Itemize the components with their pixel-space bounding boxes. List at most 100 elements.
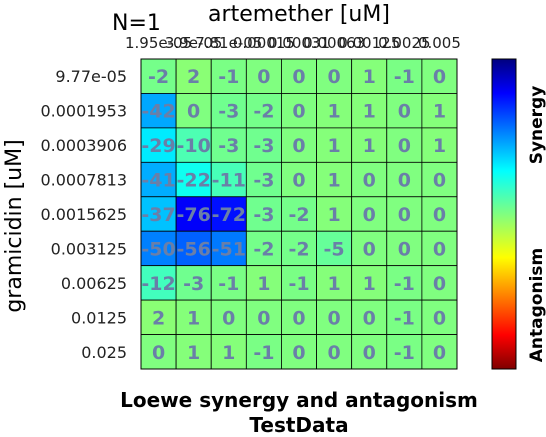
cell-value-label: -1 xyxy=(394,307,415,329)
corner-label: N=1 xyxy=(112,11,161,36)
cell-value-label: 0 xyxy=(363,238,376,260)
cell-value-label: 0 xyxy=(327,342,340,364)
y-tick-label: 0.0015625 xyxy=(40,205,127,224)
heatmap-cell xyxy=(421,127,458,163)
heatmap-cell xyxy=(140,196,177,232)
x-tick-label: 0.00125 xyxy=(338,34,400,52)
cell-value-label: 1 xyxy=(363,101,376,123)
cell-value-label: -76 xyxy=(177,204,211,226)
heatmap-cell xyxy=(316,196,353,232)
plot-frame xyxy=(140,58,458,370)
heatmap-cell xyxy=(386,230,423,267)
heatmap-cell xyxy=(245,161,282,198)
heatmap-cell xyxy=(210,196,247,232)
cell-value-label: -2 xyxy=(253,238,274,260)
heatmap-cell xyxy=(175,58,212,94)
cell-value-label: -1 xyxy=(394,342,415,364)
cell-value-label: 0 xyxy=(398,135,411,157)
cell-value-label: 1 xyxy=(433,135,446,157)
x-tick-label: 3.9e-05 xyxy=(165,34,223,52)
cell-value-label: -2 xyxy=(288,204,309,226)
cell-value-label: 0 xyxy=(433,170,446,192)
cell-value-label: 1 xyxy=(363,135,376,157)
cell-value-label: 2 xyxy=(187,66,200,88)
y-tick-label: 0.003125 xyxy=(51,239,127,258)
cell-value-label: 0 xyxy=(398,204,411,226)
cell-value-label: -2 xyxy=(253,101,274,123)
heatmap-cell xyxy=(351,196,388,232)
heatmap-cell xyxy=(421,334,458,370)
heatmap-cell xyxy=(351,93,388,129)
cell-value-label: 1 xyxy=(187,307,200,329)
cell-value-label: -5 xyxy=(324,238,345,260)
heatmap-cell xyxy=(175,265,212,301)
cell-value-label: -3 xyxy=(218,135,239,157)
heatmap-cell xyxy=(210,299,247,335)
y-axis-label: gramicidin [uM] xyxy=(2,139,27,312)
heatmap-cell xyxy=(245,196,282,232)
cell-value-label: 0 xyxy=(222,307,235,329)
heatmap-cell xyxy=(245,230,282,267)
heatmap-cell xyxy=(281,93,317,129)
cell-value-label: -11 xyxy=(212,170,246,192)
heatmap-cell xyxy=(421,230,458,267)
y-tick-label: 0.0003906 xyxy=(40,136,127,155)
heatmap-cell xyxy=(140,93,177,129)
cell-value-label: -1 xyxy=(394,273,415,295)
x-tick-labels: 1.95e-053.9e-057.81e-050.000150.000310.0… xyxy=(125,34,461,52)
heatmap-cell xyxy=(245,299,282,335)
cell-value-label: -10 xyxy=(177,135,211,157)
cell-value-label: 0 xyxy=(292,342,305,364)
y-tick-label: 9.77e-05 xyxy=(55,67,127,86)
cell-value-label: 0 xyxy=(152,342,165,364)
heatmap-cell xyxy=(210,93,247,129)
heatmap-cell xyxy=(281,334,317,370)
cell-value-label: 1 xyxy=(187,342,200,364)
cell-value-label: 0 xyxy=(398,101,411,123)
cell-value-label: -3 xyxy=(218,101,239,123)
heatmap-cell xyxy=(281,230,317,267)
colorbar-label-bottom: Antagonism xyxy=(527,248,546,362)
heatmap-cell xyxy=(140,334,177,370)
cell-value-label: -42 xyxy=(141,101,175,123)
cell-value-label: 0 xyxy=(187,101,200,123)
cell-value-label: 0 xyxy=(257,66,270,88)
cell-value-label: -3 xyxy=(253,135,274,157)
y-tick-label: 0.00625 xyxy=(61,274,127,293)
heatmap-cell xyxy=(175,334,212,370)
cell-value-label: -41 xyxy=(141,170,175,192)
heatmap-cell xyxy=(351,265,388,301)
cell-value-label: 0 xyxy=(363,204,376,226)
cell-value-label: 1 xyxy=(363,66,376,88)
cell-value-label: 1 xyxy=(433,101,446,123)
x-tick-label: 0.00015 xyxy=(233,34,295,52)
cell-value-label: -29 xyxy=(141,135,175,157)
cell-value-label: 2 xyxy=(152,307,165,329)
heatmap-cell-values: -2 2 -1 0 0 0 1 -1 0-42 0 -3 -2 0 1 1 0 1-29 -10 -3 -3 0 1 1 0 1… xyxy=(141,66,446,364)
cell-value-label: -1 xyxy=(218,66,239,88)
cell-value-label: 0 xyxy=(292,170,305,192)
x-tick-label: 7.81e-05 xyxy=(195,34,262,52)
cell-value-label: -2 xyxy=(288,238,309,260)
cell-value-label: -72 xyxy=(212,204,246,226)
heatmap-cell xyxy=(421,93,458,129)
y-tick-label: 0.0001953 xyxy=(40,102,127,121)
cell-value-label: -1 xyxy=(288,273,309,295)
cell-value-label: 1 xyxy=(257,273,270,295)
heatmap-cell xyxy=(210,230,247,267)
cell-value-label: 1 xyxy=(327,170,340,192)
heatmap-cell xyxy=(281,299,317,335)
cell-value-label: 1 xyxy=(327,204,340,226)
cell-value-label: -2 xyxy=(148,66,169,88)
heatmap-cell xyxy=(316,334,353,370)
x-tick-label: 0.0025 xyxy=(378,34,431,52)
chart-title: Loewe synergy and antagonism xyxy=(120,388,478,412)
heatmap-cell xyxy=(140,299,177,335)
heatmap-cell xyxy=(140,58,177,94)
cell-value-label: 0 xyxy=(433,66,446,88)
heatmap-cell xyxy=(421,196,458,232)
cell-value-label: 1 xyxy=(222,342,235,364)
heatmap-cell xyxy=(140,265,177,301)
cell-value-label: -22 xyxy=(177,170,211,192)
